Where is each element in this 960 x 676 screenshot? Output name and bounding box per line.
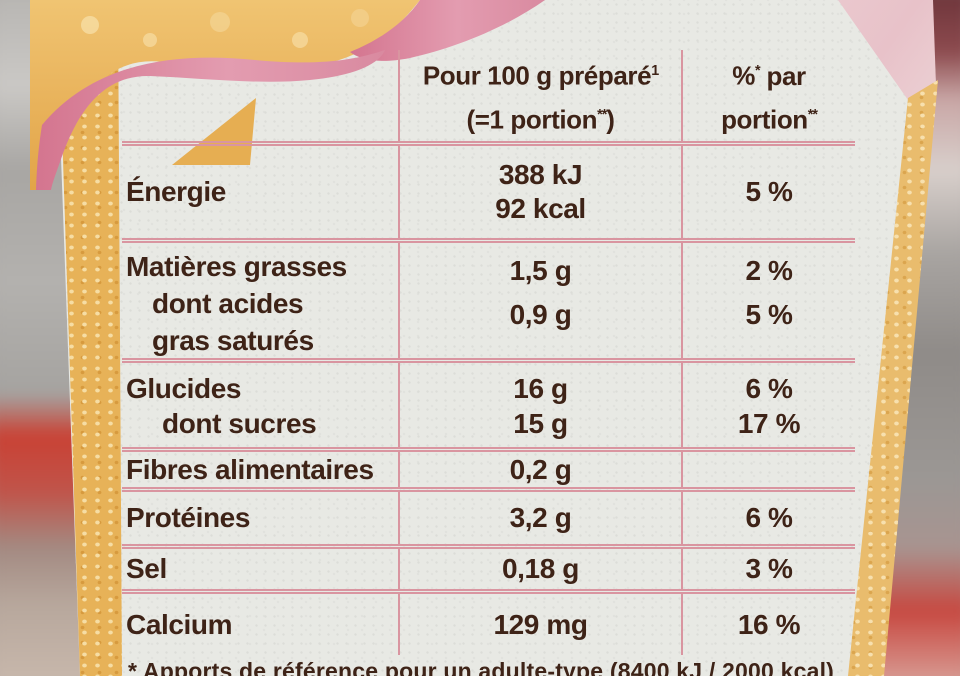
cell-percent: 6 % 17 % — [737, 373, 801, 439]
cell-value: 1,5 g 0,9 g — [398, 243, 683, 358]
cell-label: Glucides dont sucres — [126, 373, 317, 439]
row-matieres-grasses: Matières grasses dont acides gras saturé… — [122, 243, 855, 363]
row-glucides: Glucides dont sucres 16 g 15 g 6 % 17 % — [122, 363, 855, 452]
header-percent-per-portion: %* par portion** — [721, 60, 818, 135]
cell-percent — [683, 452, 855, 487]
cell-label: Sel — [126, 553, 167, 584]
nutrition-table: Pour 100 g préparé1 (=1 portion**) %* par… — [122, 50, 855, 676]
row-energie: Énergie 388 kJ 92 kcal 5 % — [122, 146, 855, 243]
crumble-gold-wedge — [172, 98, 256, 165]
cell-label: Énergie — [126, 176, 226, 207]
table-header-row: Pour 100 g préparé1 (=1 portion**) %* par… — [122, 50, 855, 146]
cell-percent: 2 % 5 % — [745, 255, 793, 330]
cell-value: 129 mg — [398, 594, 683, 655]
ribbon-main-swirl — [36, 50, 385, 190]
cell-value: 3,2 g — [398, 492, 683, 544]
crumble-photo-gold-area — [30, 0, 420, 190]
row-sel: Sel 0,18 g 3 % — [122, 549, 855, 594]
cell-percent: 5 % — [745, 176, 793, 207]
row-proteines: Protéines 3,2 g 6 % — [122, 492, 855, 549]
cell-percent: 6 % — [745, 502, 793, 533]
cell-label: Fibres alimentaires — [126, 453, 374, 485]
footnote-reference-intake-cutoff: * Apports de référence pour un adulte-ty… — [128, 658, 835, 676]
row-fibres-alimentaires: Fibres alimentaires 0,2 g — [122, 452, 855, 492]
ribbon-top-arc — [350, 0, 545, 61]
cell-label: Protéines — [126, 502, 250, 533]
cell-value: 0,18 g — [398, 549, 683, 589]
cell-value: 0,2 g — [398, 452, 683, 487]
cell-value: 388 kJ 92 kcal — [398, 146, 683, 238]
cell-percent: 16 % — [737, 608, 801, 640]
cell-percent: 3 % — [745, 553, 793, 584]
header-per-100g: Pour 100 g préparé1 (=1 portion**) — [398, 50, 683, 141]
carton-artwork-crumble-and-ribbon — [30, 0, 545, 190]
cell-value: 16 g 15 g — [398, 363, 683, 447]
row-calcium: Calcium 129 mg 16 % — [122, 594, 855, 655]
cell-label: Calcium — [126, 608, 233, 640]
cell-label: Matières grasses dont acides gras saturé… — [126, 251, 347, 356]
header-empty-cell — [122, 50, 398, 141]
